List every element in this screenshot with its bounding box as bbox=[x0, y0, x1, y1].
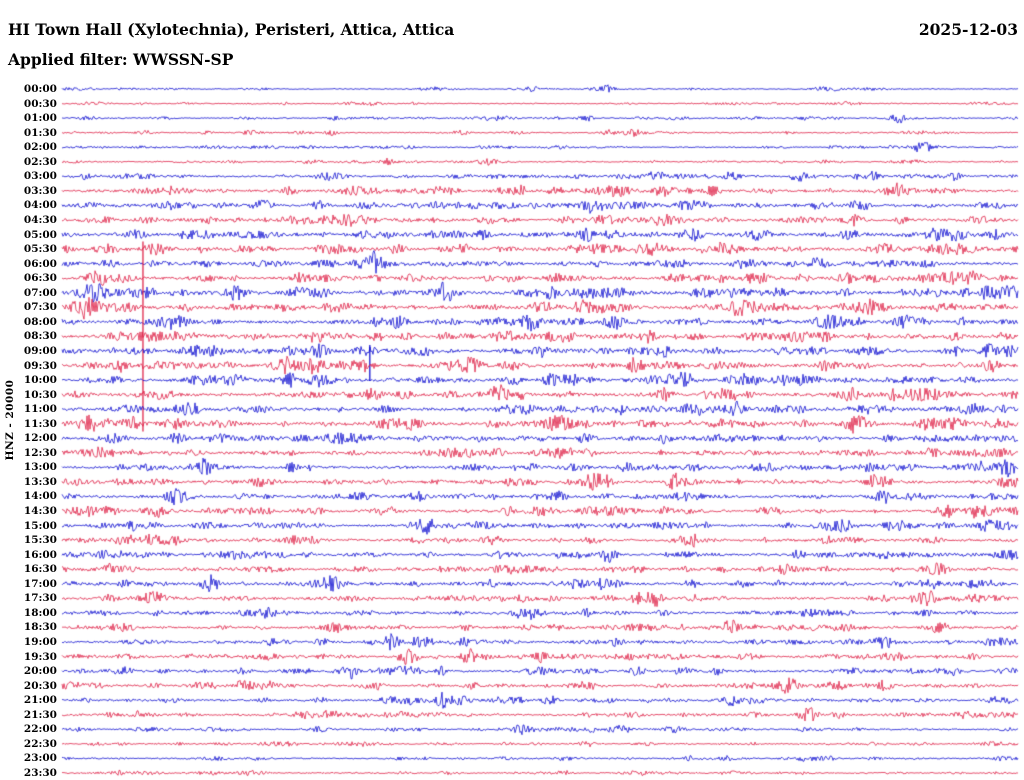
row-time-label: 10:30 bbox=[23, 388, 57, 401]
row-time-label: 03:30 bbox=[23, 184, 57, 197]
row-time-label: 16:00 bbox=[23, 548, 57, 561]
row-time-label: 06:00 bbox=[23, 257, 57, 270]
row-time-label: 17:00 bbox=[23, 577, 57, 590]
row-time-label: 22:30 bbox=[23, 737, 57, 750]
row-time-label: 18:30 bbox=[23, 621, 57, 634]
row-time-label: 20:30 bbox=[23, 679, 57, 692]
row-time-label: 01:00 bbox=[23, 112, 57, 125]
row-time-label: 07:30 bbox=[23, 301, 57, 314]
row-time-label: 10:00 bbox=[23, 374, 57, 387]
row-time-label: 05:00 bbox=[23, 228, 57, 241]
row-time-label: 09:00 bbox=[23, 344, 57, 357]
row-time-label: 19:30 bbox=[23, 650, 57, 663]
row-time-label: 14:30 bbox=[23, 505, 57, 518]
row-time-label: 21:30 bbox=[23, 708, 57, 721]
row-time-label: 17:30 bbox=[23, 592, 57, 605]
row-time-label: 22:00 bbox=[23, 723, 57, 736]
row-time-label: 21:00 bbox=[23, 694, 57, 707]
row-time-label: 12:30 bbox=[23, 446, 57, 459]
row-time-label: 06:30 bbox=[23, 272, 57, 285]
row-time-label: 15:00 bbox=[23, 519, 57, 532]
row-time-label: 11:00 bbox=[23, 403, 57, 416]
row-time-label: 20:00 bbox=[23, 665, 57, 678]
row-time-label: 09:30 bbox=[23, 359, 57, 372]
row-time-label: 05:30 bbox=[23, 243, 57, 256]
row-time-label: 01:30 bbox=[23, 126, 57, 139]
row-time-label: 00:30 bbox=[23, 97, 57, 110]
row-time-label: 15:30 bbox=[23, 534, 57, 547]
row-time-label: 23:00 bbox=[23, 752, 57, 765]
row-time-label: 13:00 bbox=[23, 461, 57, 474]
row-time-label: 13:30 bbox=[23, 475, 57, 488]
row-time-label: 08:30 bbox=[23, 330, 57, 343]
row-time-label: 11:30 bbox=[23, 417, 57, 430]
row-time-label: 02:30 bbox=[23, 155, 57, 168]
row-time-label: 16:30 bbox=[23, 563, 57, 576]
row-time-label: 03:00 bbox=[23, 170, 57, 183]
row-time-label: 18:00 bbox=[23, 606, 57, 619]
row-time-label: 12:00 bbox=[23, 432, 57, 445]
row-time-label: 08:00 bbox=[23, 315, 57, 328]
row-time-label: 04:00 bbox=[23, 199, 57, 212]
row-time-label: 07:00 bbox=[23, 286, 57, 299]
row-time-label: 14:00 bbox=[23, 490, 57, 503]
row-time-label: 23:30 bbox=[23, 767, 57, 779]
row-time-label: 00:00 bbox=[23, 83, 57, 95]
row-time-label: 19:00 bbox=[23, 636, 57, 649]
row-time-label: 04:30 bbox=[23, 213, 57, 226]
row-time-label: 02:00 bbox=[23, 141, 57, 154]
